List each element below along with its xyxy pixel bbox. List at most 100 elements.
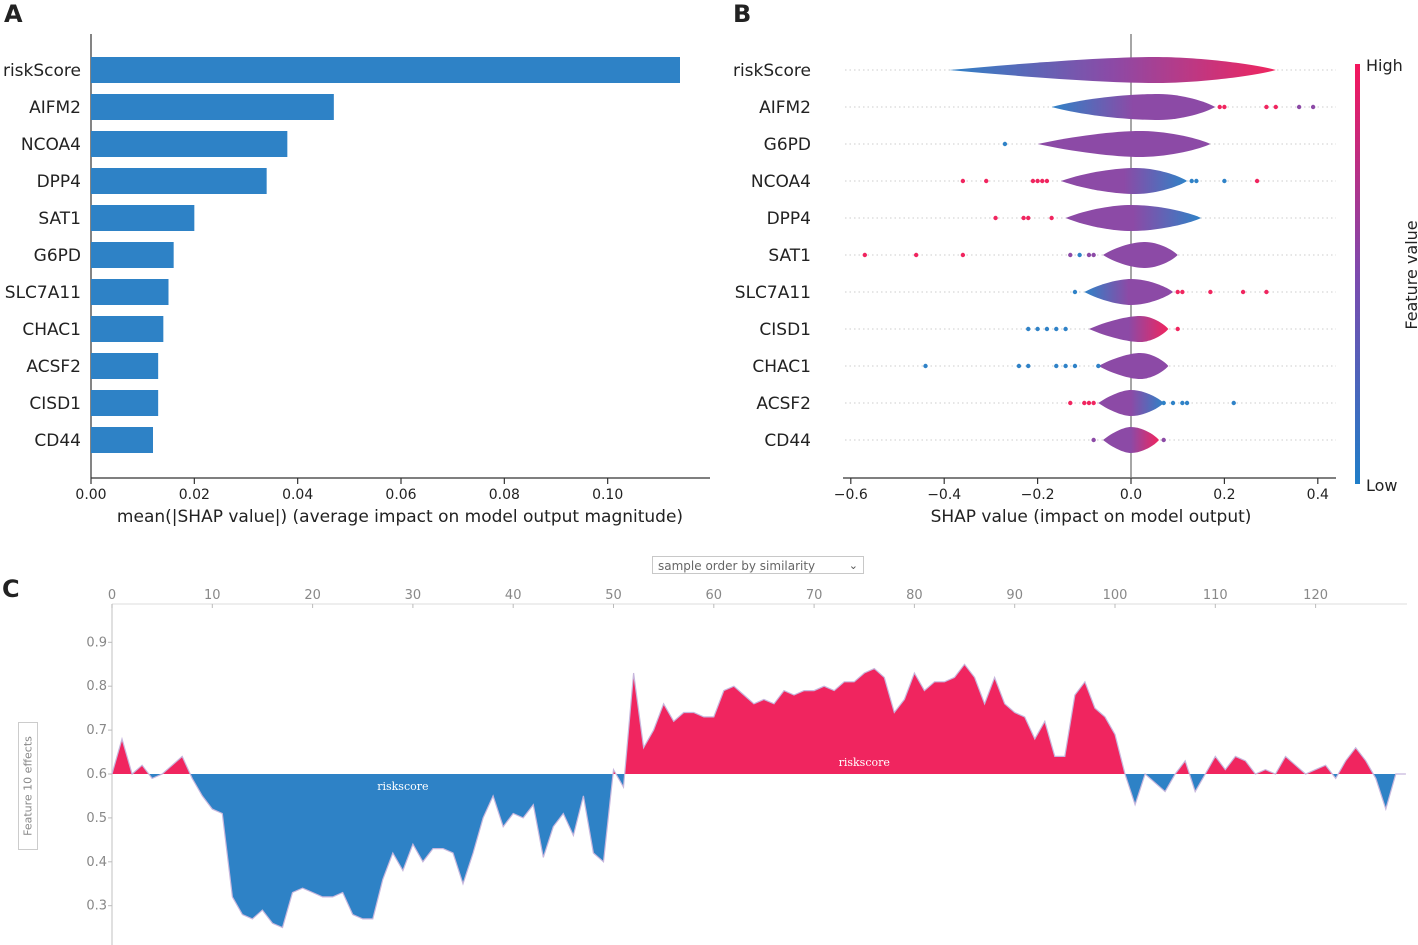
violin-CISD1	[1088, 316, 1169, 342]
outlier-point	[1231, 400, 1236, 406]
c-ytick-label: 0.9	[86, 635, 107, 650]
outlier-point	[1175, 326, 1180, 332]
a-xtick-label: 0.08	[489, 487, 520, 503]
c-xtick-label: 80	[906, 588, 923, 603]
outlier-point	[1180, 400, 1185, 406]
outlier-point	[862, 252, 868, 258]
c-xtick-label: 100	[1103, 588, 1128, 603]
c-xtick-label: 40	[505, 588, 522, 603]
colorbar-high-label: High	[1366, 56, 1403, 75]
outlier-point	[1026, 363, 1031, 369]
outlier-point	[993, 215, 998, 221]
c-xtick-label: 120	[1303, 588, 1328, 603]
outlier-point	[1035, 178, 1040, 184]
bar-label-G6PD: G6PD	[34, 246, 81, 266]
panel-a-xlabel: mean(|SHAP value|) (average impact on mo…	[117, 507, 683, 527]
bar-label-CD44: CD44	[34, 431, 81, 451]
b-xtick-label: 0.4	[1307, 487, 1329, 503]
violin-label-riskScore: riskScore	[733, 61, 811, 81]
bar-ACSF2	[91, 353, 159, 379]
violin-label-CISD1: CISD1	[759, 320, 811, 340]
outlier-point	[1096, 363, 1101, 369]
outlier-point	[1091, 252, 1096, 258]
c-xtick-label: 90	[1006, 588, 1023, 603]
c-xtick-label: 20	[304, 588, 321, 603]
panel-label-a: A	[4, 0, 23, 28]
bar-CD44	[91, 427, 153, 453]
violin-label-CHAC1: CHAC1	[752, 357, 811, 377]
bar-AIFM2	[91, 94, 334, 120]
bar-label-SAT1: SAT1	[38, 209, 81, 229]
outlier-point	[1086, 252, 1092, 258]
outlier-point	[1040, 178, 1045, 184]
a-xtick-label: 0.00	[75, 487, 106, 503]
outlier-point	[1175, 289, 1180, 295]
violin-SLC7A11	[1084, 279, 1174, 305]
b-xtick-label: −0.2	[1021, 487, 1055, 503]
outlier-point	[1054, 326, 1059, 332]
panel-b-violin-chart: SHAP value (impact on model output) High…	[733, 34, 1418, 527]
bar-CHAC1	[91, 316, 164, 342]
outlier-point	[1264, 289, 1269, 295]
b-xtick-label: 0.2	[1213, 487, 1235, 503]
c-xtick-label: 10	[204, 588, 221, 603]
violin-label-ACSF2: ACSF2	[756, 394, 811, 414]
outlier-point	[1310, 104, 1316, 110]
outlier-point	[1091, 400, 1096, 406]
panel-a-bar-chart: mean(|SHAP value|) (average impact on mo…	[3, 34, 710, 527]
outlier-point	[1068, 400, 1073, 406]
outlier-point	[913, 252, 919, 258]
bar-label-SLC7A11: SLC7A11	[5, 283, 81, 303]
violin-CHAC1	[1098, 353, 1169, 379]
violin-CD44	[1102, 427, 1160, 453]
c-xtick-label: 110	[1203, 588, 1228, 603]
c-xtick-label: 0	[108, 588, 116, 603]
colorbar-title: Feature value	[1402, 220, 1418, 329]
violin-AIFM2	[1051, 94, 1216, 120]
a-xtick-label: 0.10	[592, 487, 623, 503]
violin-G6PD	[1037, 131, 1211, 157]
violin-DPP4	[1065, 205, 1202, 231]
feature-effects-dropdown[interactable]: Feature 10 effects	[18, 722, 38, 850]
sample-order-dropdown[interactable]: sample order by similarity ⌄	[652, 556, 864, 574]
outlier-point	[960, 178, 966, 184]
outlier-point	[1049, 215, 1054, 221]
bar-label-riskScore: riskScore	[3, 61, 81, 81]
outlier-point	[1026, 215, 1031, 221]
segment-label: riskscore	[377, 780, 428, 793]
outlier-point	[1240, 289, 1246, 295]
outlier-point	[1264, 104, 1269, 110]
outlier-point	[1189, 178, 1194, 184]
outlier-point	[1296, 104, 1302, 110]
a-xtick-label: 0.04	[282, 487, 313, 503]
outlier-point	[1082, 400, 1087, 406]
c-ytick-label: 0.3	[86, 899, 107, 914]
violin-label-SAT1: SAT1	[768, 246, 811, 266]
outlier-point	[1072, 363, 1078, 369]
bar-riskScore	[91, 57, 680, 83]
outlier-point	[960, 252, 966, 258]
bar-SLC7A11	[91, 279, 169, 305]
bar-SAT1	[91, 205, 195, 231]
chevron-down-icon: ⌄	[848, 559, 858, 572]
panel-c-force-plot: 0 10 20 30 40 50 60 70 80 90 100 110 120 0.3 0.4 0.5 0.6…	[86, 588, 1407, 945]
a-xtick-label: 0.02	[179, 487, 210, 503]
outlier-point	[1002, 141, 1008, 147]
outlier-point	[1044, 178, 1050, 184]
violin-label-G6PD: G6PD	[764, 135, 811, 155]
negative-effect-area	[112, 774, 1406, 928]
violin-label-CD44: CD44	[764, 431, 811, 451]
outlier-point	[1026, 326, 1031, 332]
colorbar	[1355, 64, 1360, 484]
outlier-point	[1068, 252, 1073, 258]
outlier-point	[923, 363, 928, 369]
c-ytick-label: 0.7	[86, 723, 107, 738]
outlier-point	[1217, 104, 1222, 110]
outlier-point	[1077, 252, 1082, 258]
outlier-point	[1091, 437, 1096, 443]
violin-ACSF2	[1098, 390, 1164, 416]
outlier-point	[1063, 326, 1068, 332]
outlier-point	[1030, 178, 1036, 184]
c-xtick-label: 50	[605, 588, 622, 603]
